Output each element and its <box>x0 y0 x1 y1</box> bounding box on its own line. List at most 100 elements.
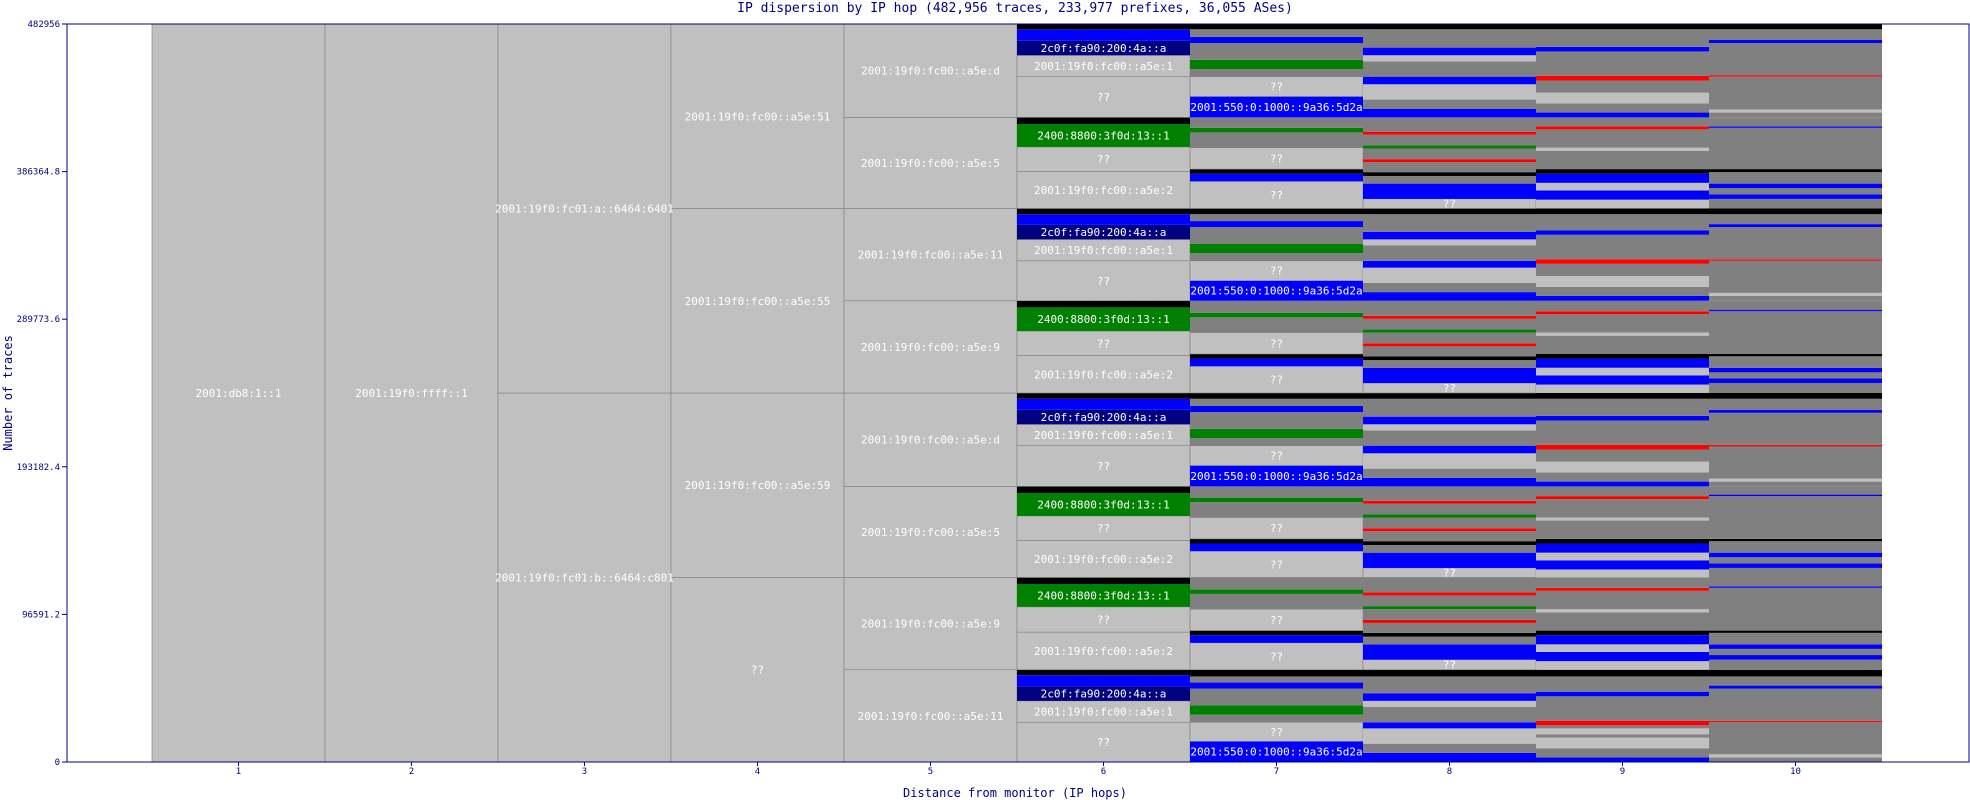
x-tick-label: 6 <box>1101 767 1106 777</box>
hop-9-segment <box>1536 728 1709 735</box>
hop-10-segment <box>1709 496 1882 539</box>
hop-9-segment <box>1536 169 1709 174</box>
hop-7-segment <box>1190 502 1363 518</box>
hop-10-segment <box>1709 309 1882 312</box>
hop-7-segment <box>1190 538 1363 544</box>
hop-5-segment <box>843 300 1018 394</box>
hop-9-segment <box>1536 199 1709 209</box>
hop-8-segment <box>1363 706 1536 723</box>
hop-6-segment <box>1017 40 1190 56</box>
hop-9-segment <box>1536 311 1709 315</box>
hop-6-segment <box>1017 669 1190 676</box>
hop-6-segment-label: 2001:19f0:fc00::a5e:2 <box>1034 368 1173 381</box>
hop-10-segment <box>1709 227 1882 260</box>
hop-7-segment <box>1190 96 1363 118</box>
hop-5-segment-label: 2001:19f0:fc00::a5e:9 <box>861 618 1000 631</box>
hop-9-segment <box>1536 481 1709 487</box>
hop-10-segment <box>1709 24 1882 30</box>
hop-10-segment <box>1709 552 1882 558</box>
x-tick-label: 10 <box>1790 767 1801 777</box>
hop-8-segment <box>1363 24 1536 30</box>
hop-10-segment <box>1709 655 1882 660</box>
hop-5-segment <box>843 117 1018 209</box>
hop-8-segment <box>1363 700 1536 707</box>
hop-7-segment <box>1190 24 1363 30</box>
hop-6-segment-label: ?? <box>1097 337 1110 350</box>
hop-8-segment <box>1363 503 1536 515</box>
hop-10-segment <box>1709 43 1882 76</box>
hop-9-segment <box>1536 590 1709 610</box>
hop-10-segment <box>1709 444 1882 447</box>
hop-10-segment <box>1709 208 1882 215</box>
hop-7-segment <box>1190 300 1363 313</box>
hop-7-segment <box>1190 127 1363 133</box>
hop-10-segment <box>1709 356 1882 368</box>
hop-10-segment <box>1709 39 1882 44</box>
hop-8-segment <box>1363 531 1536 542</box>
hop-8-segment <box>1363 214 1536 232</box>
hop-9-segment <box>1536 173 1709 183</box>
hop-8-segment <box>1363 595 1536 607</box>
hop-8-segment <box>1363 148 1536 160</box>
hop-8-segment <box>1363 315 1536 319</box>
hop-9-segment <box>1536 358 1709 368</box>
hop-7-segment <box>1190 214 1363 222</box>
hop-8-segment <box>1363 292 1536 301</box>
hop-10-segment <box>1709 126 1882 128</box>
hop-7-segment-label: 2001:550:0:1000::9a36:5d2a <box>1190 101 1362 114</box>
hop-8-segment <box>1363 445 1536 454</box>
hop-7-segment <box>1190 438 1363 446</box>
hop-10-segment <box>1709 648 1882 656</box>
hop-7-segment <box>1190 69 1363 77</box>
hop-9-segment <box>1536 190 1709 200</box>
hop-7-segment-label: ?? <box>1270 374 1283 387</box>
hop-8-segment <box>1363 145 1536 149</box>
hop-10-segment <box>1709 494 1882 497</box>
hop-9-segment <box>1536 661 1709 670</box>
hop-10-segment <box>1709 378 1882 384</box>
hop-8-segment <box>1363 500 1536 504</box>
x-tick-label: 5 <box>928 767 933 777</box>
hop-6-segment <box>1017 24 1190 30</box>
x-axis: 1 2 3 4 5 6 7 8 9 10 <box>236 762 1801 777</box>
hop-8-segment <box>1363 743 1536 753</box>
hop-6-segment-label: 2001:19f0:fc00::a5e:2 <box>1034 645 1173 658</box>
hop-4-segment <box>670 577 845 763</box>
x-tick-label: 7 <box>1274 767 1279 777</box>
hop-10-segment <box>1709 538 1882 542</box>
hop-6-segment-label: ?? <box>1097 460 1110 473</box>
hop-9-segment <box>1536 335 1709 355</box>
hop-10-segment <box>1709 481 1882 487</box>
hop-9-segment <box>1536 276 1709 287</box>
hop-7-segment <box>1190 227 1363 244</box>
hop-10-segment <box>1709 260 1882 293</box>
hop-10-segment <box>1709 311 1882 355</box>
hop-6-segment <box>1016 445 1191 487</box>
hop-7-segment <box>1190 593 1363 610</box>
hop-6-segment <box>1016 721 1191 763</box>
hop-9-segment <box>1536 420 1709 445</box>
hop-6-segment <box>1016 330 1191 356</box>
hop-10-segment <box>1709 659 1882 670</box>
hop-7-segment <box>1190 669 1363 677</box>
hop-10-segment <box>1709 393 1882 399</box>
hop-10-segment <box>1709 75 1882 77</box>
hop-9-segment <box>1536 496 1709 500</box>
hop-8-segment-label: ?? <box>1443 567 1456 580</box>
y-tick-label: 96591.2 <box>22 610 60 620</box>
hop-10-segment <box>1709 754 1882 758</box>
hop-9-segment <box>1536 612 1709 631</box>
hop-labels: 2001:db8:1::1 2001:19f0:ffff::12001:19f0:… <box>195 42 1456 759</box>
hop-10-segment <box>1709 688 1882 721</box>
hop-7-segment <box>1190 635 1363 643</box>
hop-8-segment <box>1363 622 1536 633</box>
hop-5-segment <box>843 23 1018 118</box>
hop-10-segment <box>1709 541 1882 553</box>
hop-9-segment <box>1536 80 1709 93</box>
hop-6-segment <box>1017 675 1190 687</box>
hop-6-segment <box>1017 224 1190 240</box>
hop-8-segment <box>1363 644 1536 660</box>
hop-9-segment <box>1536 300 1709 312</box>
hop-9-segment <box>1536 725 1709 729</box>
